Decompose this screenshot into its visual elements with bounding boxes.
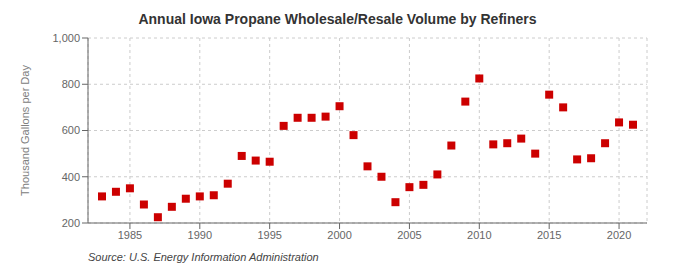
svg-text:2015: 2015	[537, 229, 561, 241]
svg-text:2010: 2010	[467, 229, 491, 241]
svg-text:Thousand Gallons per Day: Thousand Gallons per Day	[19, 65, 31, 196]
svg-text:2020: 2020	[607, 229, 631, 241]
svg-text:1990: 1990	[188, 229, 212, 241]
svg-text:2000: 2000	[327, 229, 351, 241]
html-text:Annual Iowa Propane Wholesale/: Annual Iowa Propane Wholesale/Resale Vol…	[138, 11, 537, 27]
svg-text:200: 200	[62, 217, 80, 229]
svg-text:2005: 2005	[397, 229, 421, 241]
svg-text:600: 600	[62, 124, 80, 136]
svg-text:800: 800	[62, 78, 80, 90]
svg-text:1,000: 1,000	[52, 32, 80, 44]
html-text:Source: U.S. Energy Informatio: Source: U.S. Energy Information Administ…	[88, 251, 319, 263]
svg-text:400: 400	[62, 171, 80, 183]
svg-text:1985: 1985	[118, 229, 142, 241]
svg-text:1995: 1995	[257, 229, 281, 241]
